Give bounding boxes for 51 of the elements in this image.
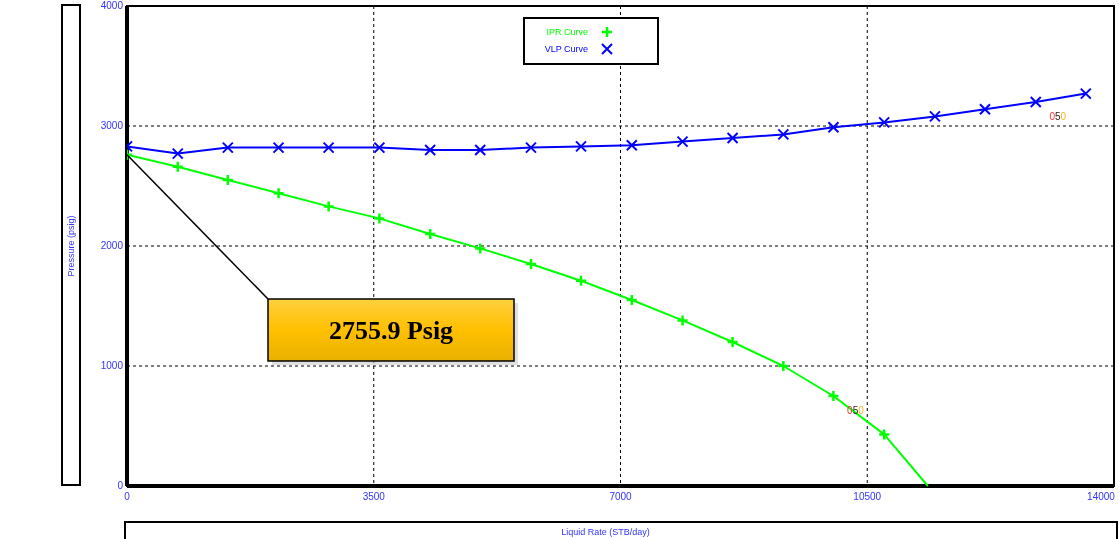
point: [322, 141, 335, 154]
point: [373, 212, 386, 225]
point: [574, 274, 588, 288]
point: [423, 227, 437, 241]
legend-label: IPR Curve: [546, 27, 588, 37]
point: [524, 141, 537, 154]
x-tick-label: 10500: [853, 491, 882, 502]
x-tick-label: 3500: [362, 491, 386, 502]
point: [322, 200, 335, 213]
x-tick-label: 0: [124, 491, 131, 502]
point: [777, 359, 790, 373]
point: [625, 139, 638, 152]
x-tick-label: 7000: [609, 491, 633, 502]
point: [676, 314, 689, 327]
point: [1079, 87, 1092, 100]
point: [928, 110, 941, 123]
point: [221, 173, 235, 187]
y-tick-label: 2000: [100, 240, 124, 251]
point: [272, 141, 285, 154]
y-tick-label: 3000: [100, 120, 124, 131]
point: [978, 103, 991, 116]
callout-box: 2755.9 Psig: [126, 154, 518, 365]
annotation: 2755.9 Psig: [328, 316, 454, 345]
point: [625, 293, 639, 307]
x-axis-title: Liquid Rate (STB/day): [561, 527, 650, 537]
point: [272, 186, 285, 200]
point: [777, 128, 790, 141]
point: [877, 428, 891, 441]
point: [424, 144, 437, 156]
y-axis-title: Pressure (psig): [66, 215, 76, 277]
point: [726, 132, 739, 144]
point: [373, 141, 386, 154]
point: [221, 141, 234, 154]
point: [726, 335, 739, 349]
point: [575, 140, 588, 153]
point: [474, 144, 487, 156]
point: [827, 389, 840, 403]
point: [473, 242, 487, 255]
annotation: 050: [1049, 111, 1067, 122]
y-tick-label: 1000: [100, 360, 124, 371]
y-tick-label: 0: [117, 480, 124, 491]
point: [878, 116, 891, 129]
point: [524, 257, 538, 271]
x-tick-label: 14000: [1087, 491, 1116, 502]
point: [827, 121, 840, 134]
point: [1029, 96, 1042, 108]
point: [171, 160, 185, 174]
y-tick-label: 4000: [100, 0, 124, 11]
legend-label: VLP Curve: [544, 44, 588, 54]
point: [676, 135, 689, 148]
point: [171, 147, 184, 160]
